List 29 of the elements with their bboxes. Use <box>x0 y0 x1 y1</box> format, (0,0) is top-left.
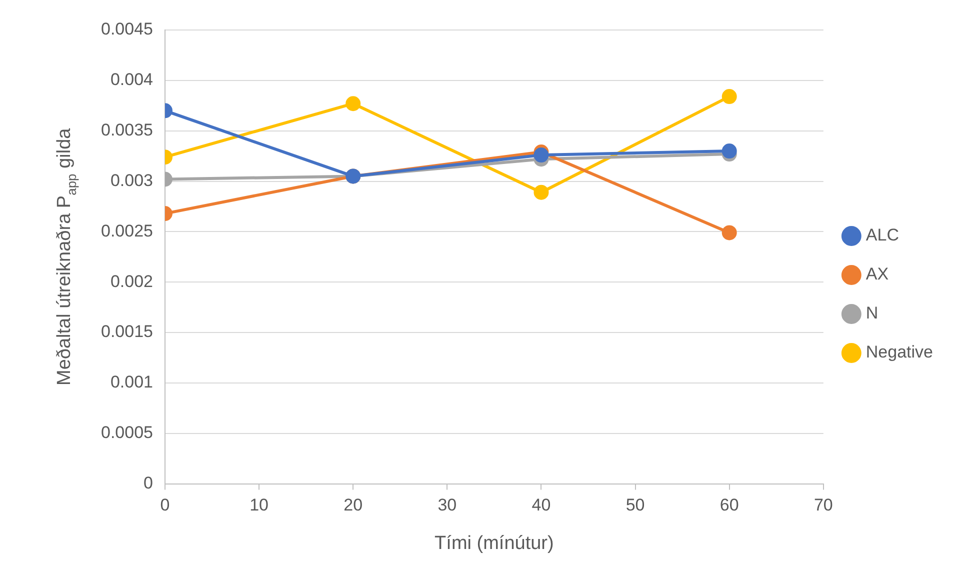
x-axis-title: Tími (mínútur) <box>434 532 554 554</box>
legend-label: AX <box>866 264 889 284</box>
point <box>722 144 737 159</box>
legend-label: N <box>866 304 878 323</box>
point <box>722 225 737 240</box>
x-tick-label: 30 <box>438 496 457 515</box>
y-tick-label: 0.0015 <box>100 322 153 342</box>
x-tick-label: 60 <box>720 496 739 515</box>
point <box>722 89 737 104</box>
y-tick-label: 0.002 <box>110 272 153 291</box>
y-tick-label: 0.0035 <box>100 120 153 140</box>
point <box>534 184 549 200</box>
x-tick-label: 0 <box>160 496 170 515</box>
y-tick-label: 0.003 <box>110 170 153 190</box>
y-tick-label: 0.001 <box>110 372 153 392</box>
y-axis-title: Meðaltal útreiknaðra Papp gilda <box>54 128 79 386</box>
y-tick-label: 0.004 <box>110 70 153 90</box>
x-tick-label: 10 <box>250 496 269 515</box>
legend-label: Negative <box>866 342 934 362</box>
x-tick-label: 50 <box>626 496 645 515</box>
point <box>534 148 549 163</box>
y-tick-label: 0.0005 <box>100 423 153 442</box>
y-tick-label: 0.0045 <box>100 20 153 39</box>
legend-label: ALC <box>866 226 899 245</box>
y-tick-label: 0 <box>144 473 153 492</box>
x-tick-label: 40 <box>532 496 551 515</box>
y-tick-label: 0.0025 <box>100 221 153 240</box>
x-tick-label: 20 <box>344 496 363 515</box>
x-tick-label: 70 <box>814 496 833 515</box>
